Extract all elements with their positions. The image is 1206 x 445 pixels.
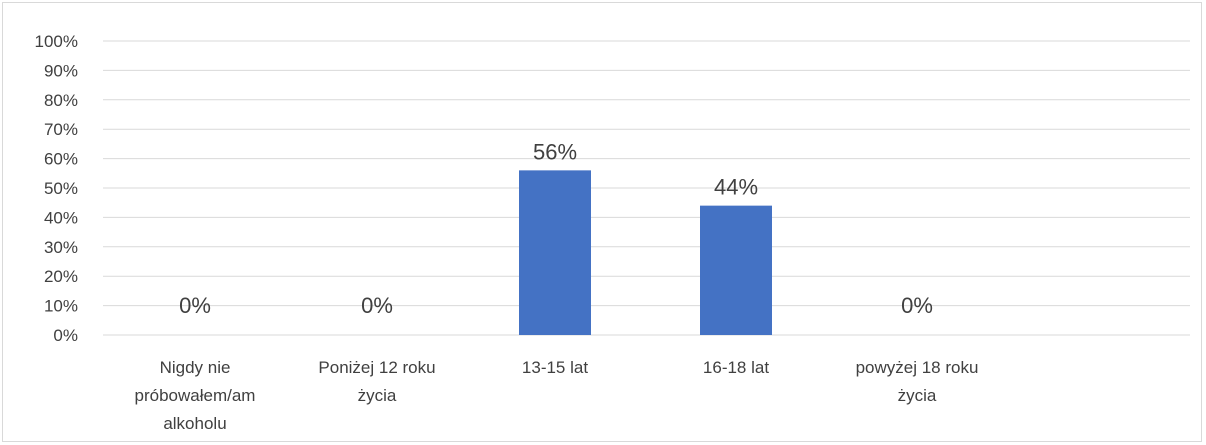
data-label: 0% [361, 293, 393, 318]
y-tick-label: 10% [44, 297, 78, 316]
y-tick-label: 40% [44, 208, 78, 227]
y-tick-label: 30% [44, 238, 78, 257]
data-label: 56% [533, 139, 577, 164]
y-tick-label: 0% [53, 326, 78, 345]
y-tick-label: 60% [44, 150, 78, 169]
x-category-label: Nigdy nie próbowałem/am alkoholu [135, 358, 256, 433]
y-tick-label: 100% [35, 32, 78, 51]
x-category-label: 16-18 lat [703, 358, 769, 377]
y-tick-label: 70% [44, 120, 78, 139]
y-tick-label: 20% [44, 267, 78, 286]
y-axis-ticks: 0% 10% 20% 30% 40% 50% 60% 70% 80% 90% 100% [35, 32, 78, 345]
data-label: 0% [901, 293, 933, 318]
y-tick-label: 50% [44, 179, 78, 198]
bar [700, 205, 772, 335]
data-label: 44% [714, 175, 758, 200]
x-axis-categories: Nigdy nie próbowałem/am alkoholu Poniżej 12… [135, 358, 979, 433]
x-category-label: powyżej 18 roku życia [856, 358, 979, 405]
bars [519, 170, 772, 335]
x-category-label: 13-15 lat [522, 358, 588, 377]
y-tick-label: 80% [44, 91, 78, 110]
y-tick-label: 90% [44, 61, 78, 80]
bar [519, 170, 591, 335]
data-labels: 0% 0% 56% 44% 0% [179, 139, 933, 318]
gridlines [103, 40, 1190, 336]
data-label: 0% [179, 293, 211, 318]
x-category-label: Poniżej 12 roku życia [318, 358, 435, 405]
